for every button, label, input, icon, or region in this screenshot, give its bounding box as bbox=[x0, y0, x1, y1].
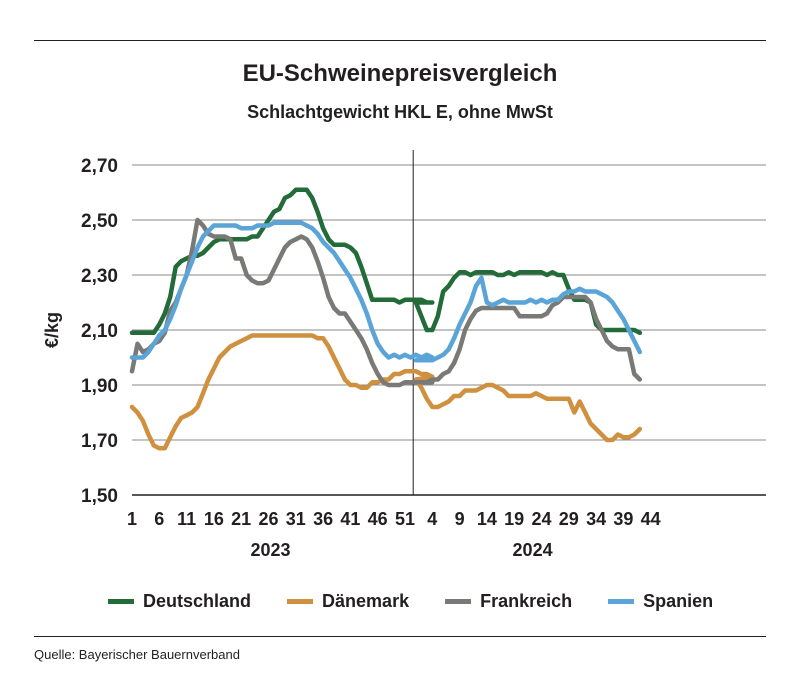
x-tick-label: 31 bbox=[286, 509, 306, 529]
x-tick-label: 4 bbox=[427, 509, 437, 529]
x-tick-label: 16 bbox=[204, 509, 224, 529]
x-tick-label: 29 bbox=[559, 509, 579, 529]
series-line-dänemark bbox=[129, 333, 643, 451]
y-tick-label: 2,10 bbox=[81, 321, 118, 342]
legend-item: Dänemark bbox=[287, 591, 409, 612]
legend-swatch bbox=[445, 598, 472, 604]
legend-item: Spanien bbox=[608, 591, 713, 612]
legend-item: Deutschland bbox=[108, 591, 251, 612]
legend-swatch bbox=[608, 598, 635, 604]
chart-legend: Deutschland Dänemark Frankreich Spanien bbox=[108, 589, 749, 613]
line-chart: 2,702,502,302,101,901,701,50€/kg1 6 11 16 21… bbox=[42, 150, 766, 560]
y-tick-label: 1,50 bbox=[81, 486, 118, 507]
source-note: Quelle: Bayerischer Bauernverband bbox=[34, 647, 240, 662]
x-tick-label: 21 bbox=[231, 509, 251, 529]
chart-title: EU-Schweinepreisvergleich bbox=[242, 60, 558, 87]
y-tick-label: 2,30 bbox=[81, 266, 118, 287]
y-tick-label: 1,70 bbox=[81, 431, 118, 452]
legend-label: Deutschland bbox=[143, 590, 252, 611]
bottom-rule bbox=[34, 636, 766, 637]
legend-swatch bbox=[287, 598, 314, 604]
x-tick-label: 44 bbox=[641, 509, 661, 529]
x-tick-label: 34 bbox=[586, 509, 606, 529]
y-tick-label: 2,70 bbox=[81, 156, 118, 177]
legend-label: Spanien bbox=[643, 590, 714, 611]
year-label: 2024 bbox=[513, 540, 553, 560]
x-tick-label: 46 bbox=[368, 509, 388, 529]
series-line-frankreich bbox=[129, 217, 643, 388]
x-tick-label: 41 bbox=[340, 509, 360, 529]
x-tick-label: 19 bbox=[504, 509, 524, 529]
x-tick-label: 1 bbox=[127, 509, 137, 529]
y-tick-label: 1,90 bbox=[81, 376, 118, 397]
legend-label: Frankreich bbox=[480, 590, 573, 611]
x-tick-label: 9 bbox=[455, 509, 465, 529]
x-tick-label: 24 bbox=[531, 509, 551, 529]
legend-item: Frankreich bbox=[445, 591, 572, 612]
x-tick-label: 14 bbox=[477, 509, 497, 529]
chart-subtitle: Schlachtgewicht HKL E, ohne MwSt bbox=[247, 102, 553, 122]
x-tick-label: 51 bbox=[395, 509, 415, 529]
x-tick-label: 6 bbox=[154, 509, 164, 529]
y-axis-label: €/kg bbox=[42, 312, 62, 348]
series-line-spanien bbox=[129, 220, 643, 363]
x-tick-label: 11 bbox=[177, 509, 196, 529]
year-label: 2023 bbox=[250, 540, 290, 560]
x-tick-label: 36 bbox=[313, 509, 333, 529]
top-rule bbox=[34, 40, 766, 41]
x-tick-label: 39 bbox=[613, 509, 633, 529]
y-tick-label: 2,50 bbox=[81, 211, 118, 232]
legend-swatch bbox=[108, 598, 134, 604]
x-tick-label: 26 bbox=[258, 509, 278, 529]
legend-label: Dänemark bbox=[322, 590, 410, 611]
series-line-deutschland bbox=[129, 187, 643, 336]
